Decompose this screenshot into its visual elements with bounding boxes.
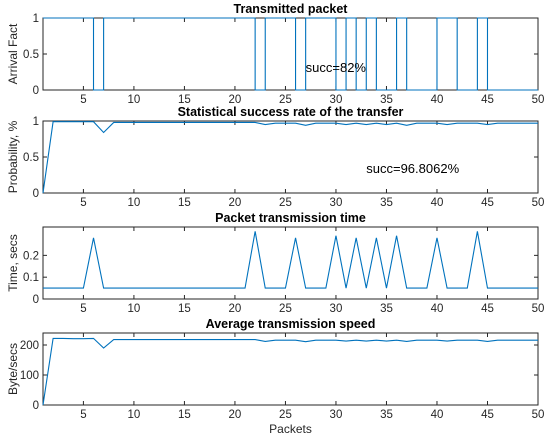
x-tick-label: 45 — [481, 409, 494, 421]
x-tick-label: 35 — [380, 197, 393, 209]
series-line-1 — [42, 337, 538, 406]
y-tick-label: 1 — [33, 116, 39, 128]
y-tick-label: 0 — [33, 188, 39, 200]
x-tick-label: 35 — [380, 94, 393, 106]
axes-box — [42, 120, 539, 194]
y-tick-label: 0.5 — [23, 49, 39, 61]
y-tick-label: 0.1 — [23, 272, 39, 284]
series-line-1 — [42, 121, 538, 194]
annotation-text: succ=96.8062% — [366, 161, 459, 176]
x-axis-label: Packets — [269, 422, 312, 436]
x-tick-label: 10 — [128, 303, 141, 315]
subplot-2: Statistical success rate of the transfer… — [6, 105, 544, 209]
y-axis-label: Arrival Fact — [6, 23, 20, 84]
x-tick-label: 40 — [431, 94, 444, 106]
y-tick-label: 0 — [33, 400, 39, 412]
subplot-title: Statistical success rate of the transfer — [178, 105, 404, 119]
x-tick-label: 25 — [279, 303, 292, 315]
x-tick-label: 25 — [279, 197, 292, 209]
x-tick-label: 35 — [380, 409, 393, 421]
series-line-1 — [43, 17, 538, 91]
x-tick-label: 40 — [431, 197, 444, 209]
x-tick-label: 20 — [229, 303, 242, 315]
axes-box — [42, 332, 539, 406]
subplot-4: Average transmission speed 5 10 15 20 25 30 35 4… — [6, 317, 544, 436]
x-tick-label: 30 — [330, 303, 343, 315]
x-tick-label: 10 — [128, 94, 141, 106]
axes-box — [42, 17, 539, 91]
x-tick-label: 50 — [532, 94, 545, 106]
x-tick-label: 15 — [178, 409, 191, 421]
x-tick-label: 45 — [481, 303, 494, 315]
x-tick-label: 30 — [330, 409, 343, 421]
x-tick-label: 5 — [80, 94, 86, 106]
x-tick-label: 10 — [128, 197, 141, 209]
x-tick-label: 35 — [380, 303, 393, 315]
x-tick-label: 5 — [80, 197, 86, 209]
y-tick-label: 0 — [33, 294, 39, 306]
y-tick-label: 100 — [20, 370, 39, 382]
x-tick-label: 15 — [178, 197, 191, 209]
subplot-3: Packet transmission time 5 10 15 20 25 30 35 40 4… — [6, 211, 544, 315]
x-tick-label: 50 — [532, 197, 545, 209]
x-tick-label: 15 — [178, 94, 191, 106]
x-tick-label: 40 — [431, 303, 444, 315]
y-axis-label: Probability, % — [6, 120, 20, 193]
y-tick-label: 1 — [33, 13, 39, 25]
x-tick-label: 20 — [229, 94, 242, 106]
x-tick-label: 15 — [178, 303, 191, 315]
x-tick-label: 30 — [330, 94, 343, 106]
x-tick-label: 25 — [279, 94, 292, 106]
x-tick-label: 50 — [532, 303, 545, 315]
x-tick-label: 25 — [279, 409, 292, 421]
subplot-title: Transmitted packet — [234, 2, 349, 16]
axes-box — [42, 226, 539, 300]
y-tick-label: 0.5 — [23, 152, 39, 164]
y-tick-label: 0.2 — [23, 250, 39, 262]
y-tick-label: 200 — [20, 340, 39, 352]
subplot-1: Transmitted packet 5 10 15 20 25 30 35 40 45 50 0 0.… — [6, 2, 544, 106]
y-axis-label: Byte/secs — [6, 343, 20, 395]
annotation-text: succ=82% — [306, 60, 367, 75]
subplot-title: Packet transmission time — [215, 211, 366, 225]
y-tick-label: 0 — [33, 85, 39, 97]
x-tick-label: 50 — [532, 409, 545, 421]
x-tick-label: 10 — [128, 409, 141, 421]
subplot-title: Average transmission speed — [206, 317, 376, 331]
x-tick-label: 40 — [431, 409, 444, 421]
x-tick-label: 5 — [80, 409, 86, 421]
x-tick-label: 5 — [80, 303, 86, 315]
x-tick-label: 45 — [481, 94, 494, 106]
x-tick-label: 20 — [229, 197, 242, 209]
y-axis-label: Time, secs — [6, 234, 20, 292]
x-tick-label: 20 — [229, 409, 242, 421]
series-line-1 — [43, 231, 538, 289]
x-tick-label: 30 — [330, 197, 343, 209]
x-tick-label: 45 — [481, 197, 494, 209]
